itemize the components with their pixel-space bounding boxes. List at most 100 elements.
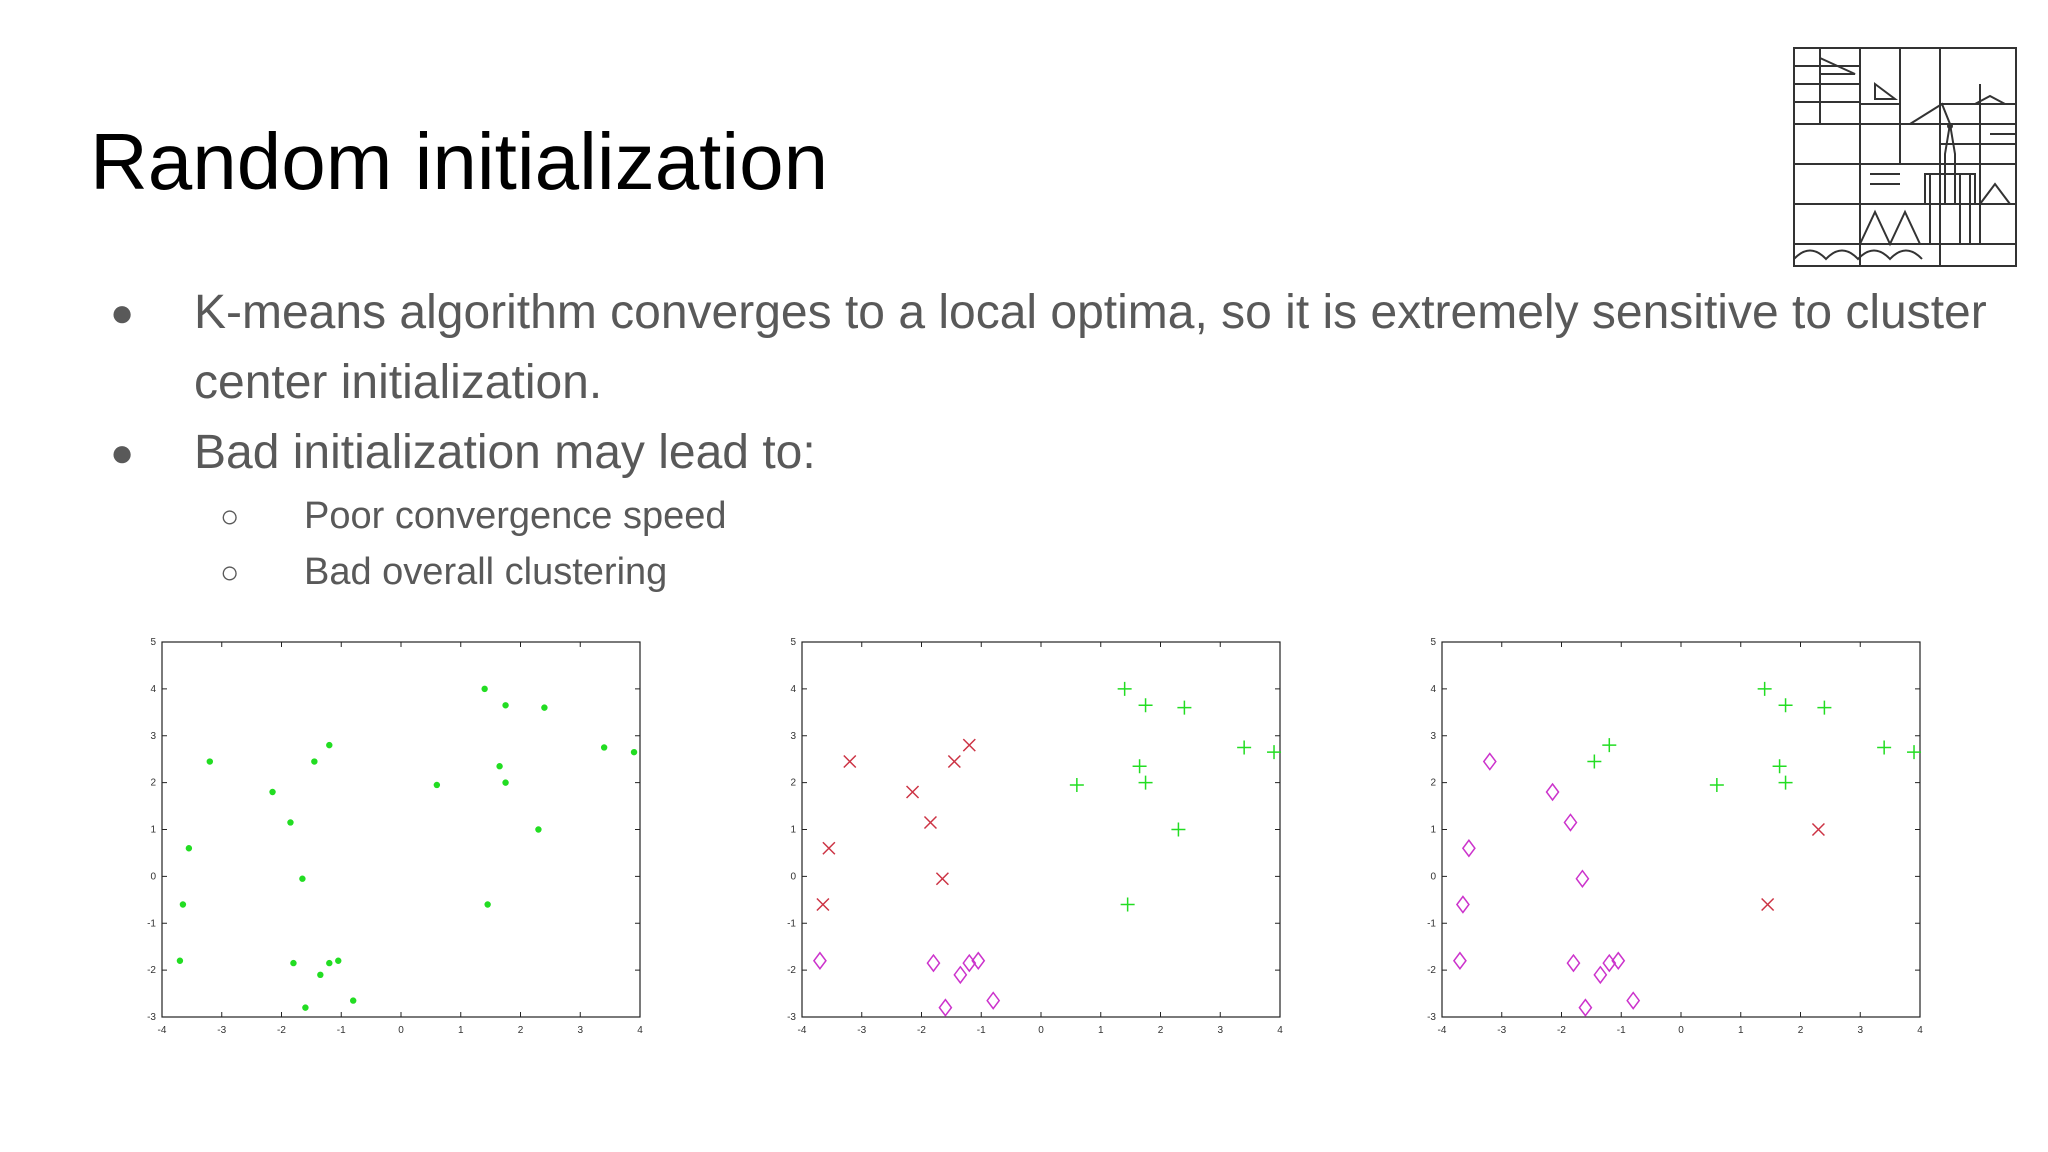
data-point <box>906 785 920 799</box>
data-point <box>1907 745 1922 760</box>
plot-frame <box>1441 641 1921 1018</box>
sub-bullet-marker: ○ <box>220 554 240 590</box>
data-point <box>1778 698 1793 713</box>
bullet-marker: ● <box>110 291 135 335</box>
y-tick-label: 5 <box>150 637 156 648</box>
data-point <box>302 1004 309 1011</box>
x-tick-label: -2 <box>1557 1025 1566 1036</box>
y-tick-label: 5 <box>790 637 796 648</box>
data-point <box>1587 754 1602 769</box>
data-point <box>1761 897 1775 912</box>
data-point <box>1545 782 1560 802</box>
x-tick-label: 3 <box>1857 1025 1863 1036</box>
data-point <box>1069 777 1084 792</box>
x-tick-label: -4 <box>1438 1025 1447 1036</box>
y-tick-label: -3 <box>1427 1012 1436 1023</box>
data-point <box>1267 745 1282 760</box>
y-tick-label: 2 <box>790 778 796 789</box>
y-tick-label: -1 <box>787 918 796 929</box>
slide-title: Random initialization <box>90 117 829 206</box>
data-point <box>923 815 937 829</box>
data-point <box>484 901 491 908</box>
y-tick-label: 4 <box>1430 684 1436 695</box>
data-point <box>1138 775 1153 790</box>
data-point <box>290 959 297 967</box>
data-point <box>185 845 193 852</box>
sub-bullet-text: Bad overall clustering <box>304 551 668 593</box>
y-tick-label: 3 <box>150 731 156 742</box>
y-tick-label: -1 <box>1427 918 1436 929</box>
y-tick-label: 1 <box>790 825 796 836</box>
data-point <box>1138 698 1153 713</box>
y-tick-label: 2 <box>150 778 156 789</box>
university-building-logo-icon <box>1793 47 2017 267</box>
y-tick-label: 1 <box>1430 825 1436 836</box>
y-tick-label: 5 <box>1430 637 1436 648</box>
x-tick-label: -3 <box>857 1025 866 1036</box>
data-point <box>1811 822 1825 837</box>
x-tick-label: 4 <box>1917 1025 1923 1036</box>
data-point <box>176 957 184 964</box>
data-point <box>971 951 986 970</box>
data-point <box>1709 777 1724 792</box>
data-point <box>541 704 548 711</box>
scatter-chart-2: -4 -3 -2 -1 0 1 2 3 4 -3 -2 -1 0 1 2 3 4 5 <box>780 632 1300 1042</box>
data-point <box>1482 752 1497 771</box>
data-point <box>1171 822 1186 837</box>
x-tick-label: 2 <box>518 1025 524 1036</box>
y-tick-label: 3 <box>1430 731 1436 742</box>
y-tick-label: 4 <box>790 684 796 695</box>
sub-bullet-text: Poor convergence speed <box>304 495 727 537</box>
data-point <box>1452 951 1467 970</box>
data-point <box>1626 991 1641 1010</box>
bullet-marker: ● <box>110 431 135 475</box>
data-point <box>311 758 318 765</box>
x-tick-label: 1 <box>1098 1025 1104 1036</box>
sub-bullet-item: ○ Bad overall clustering <box>110 544 2010 600</box>
y-tick-label: 0 <box>1430 871 1436 882</box>
data-point <box>502 702 509 709</box>
data-point <box>1778 775 1793 790</box>
data-point <box>335 957 342 964</box>
data-point <box>433 781 441 789</box>
y-tick-label: 4 <box>150 684 156 695</box>
y-tick-label: -1 <box>147 918 156 929</box>
data-point <box>206 758 213 765</box>
data-point <box>938 998 953 1017</box>
sub-bullet-item: ○ Poor convergence speed <box>110 488 2010 544</box>
x-tick-label: 0 <box>398 1025 404 1036</box>
data-point <box>1461 839 1476 858</box>
data-point <box>287 819 294 826</box>
data-point <box>502 779 509 786</box>
x-tick-label: -1 <box>337 1025 346 1036</box>
data-point <box>1611 951 1626 970</box>
data-point <box>843 755 857 769</box>
x-tick-label: 4 <box>1277 1025 1283 1036</box>
data-point <box>1566 953 1581 973</box>
x-tick-label: -3 <box>1497 1025 1506 1036</box>
data-point <box>1575 869 1590 888</box>
data-point <box>962 738 976 752</box>
data-point <box>317 971 324 979</box>
data-point <box>1578 998 1593 1017</box>
x-tick-label: 4 <box>637 1025 643 1036</box>
data-point <box>953 965 968 985</box>
y-tick-label: -2 <box>147 965 156 976</box>
data-point <box>481 685 488 693</box>
y-tick-label: -2 <box>1427 965 1436 976</box>
x-tick-label: 2 <box>1798 1025 1804 1036</box>
x-tick-label: -1 <box>977 1025 986 1036</box>
data-point <box>535 826 542 833</box>
data-point <box>1237 740 1252 755</box>
y-tick-label: 3 <box>790 731 796 742</box>
x-tick-label: -2 <box>917 1025 926 1036</box>
x-tick-label: 3 <box>1217 1025 1223 1036</box>
bullet-text: K-means algorithm converges to a local o… <box>194 286 1987 409</box>
data-point <box>299 875 306 882</box>
data-point <box>1563 813 1578 832</box>
data-point <box>326 741 333 749</box>
x-tick-label: 2 <box>1158 1025 1164 1036</box>
bullet-list: ● K-means algorithm converges to a local… <box>110 278 2010 600</box>
data-point <box>816 897 830 912</box>
scatter-chart-3: -4 -3 -2 -1 0 1 2 3 4 -3 -2 -1 0 1 2 3 4 5 <box>1420 632 1940 1042</box>
